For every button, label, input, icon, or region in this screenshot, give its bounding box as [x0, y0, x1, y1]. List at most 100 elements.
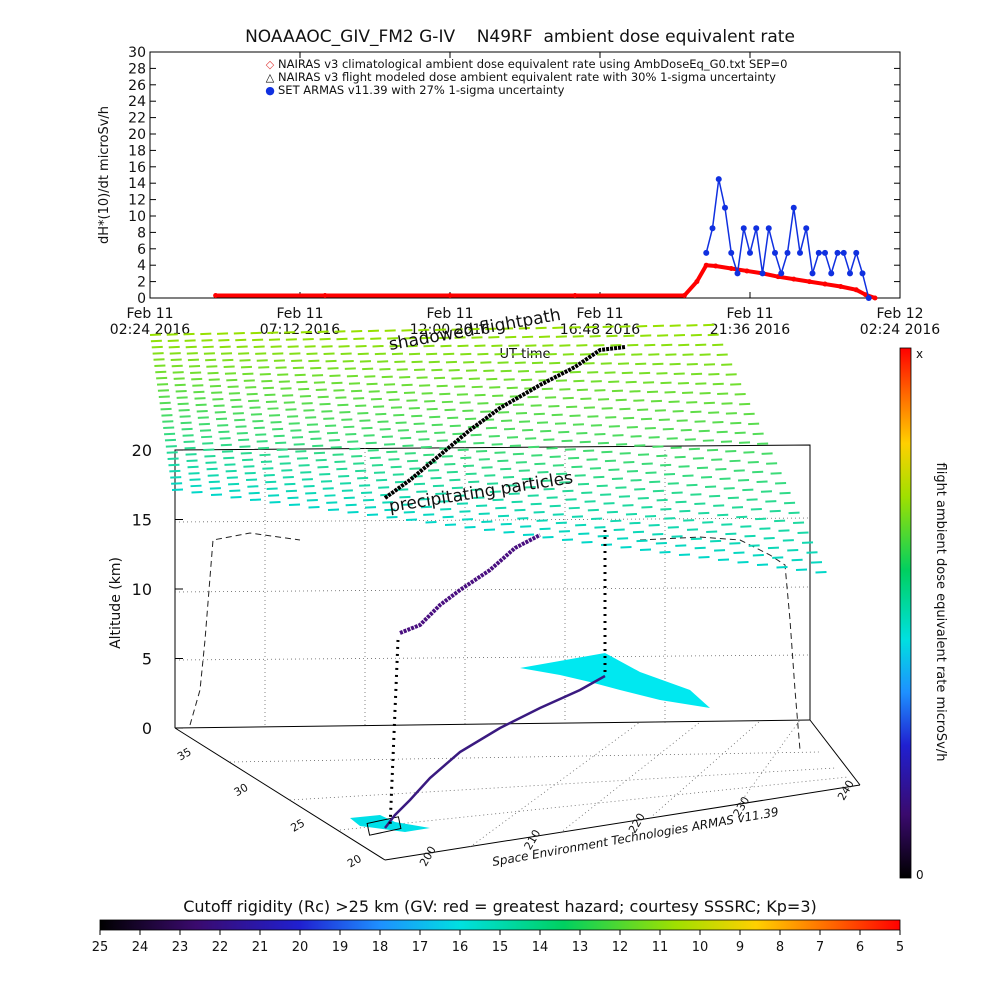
- particle-dash: [439, 392, 451, 396]
- particle-dash: [494, 451, 506, 454]
- particle-dash: [341, 489, 353, 492]
- particle-dash: [359, 419, 371, 422]
- particle-dash: [543, 438, 555, 441]
- particle-dash: [535, 370, 547, 373]
- particle-dash: [517, 517, 529, 520]
- particle-dash: [180, 421, 192, 425]
- particle-dash: [351, 454, 363, 458]
- particle-dash: [503, 427, 516, 431]
- particle-dash: [623, 334, 635, 338]
- particle-dash: [462, 409, 474, 412]
- particle-dash: [409, 467, 421, 470]
- particle-dash: [597, 534, 609, 538]
- particle-dash: [268, 338, 281, 341]
- rc-tick-label: 21: [252, 940, 269, 955]
- particle-dash: [488, 434, 500, 438]
- particle-dash: [451, 328, 463, 331]
- particle-dash: [545, 353, 557, 356]
- particle-dash: [725, 450, 737, 453]
- particle-dash: [401, 503, 413, 506]
- particle-dash: [362, 367, 374, 371]
- cutoff-rigidity-colorbar-block: Cutoff rigidity (Rc) >25 km (GV: red = g…: [92, 897, 904, 955]
- altitude-axis-label: Altitude (km): [108, 557, 124, 649]
- particle-dash: [208, 480, 220, 484]
- particle-dash: [161, 414, 173, 417]
- particle-dash: [208, 378, 220, 381]
- particle-dash: [746, 498, 758, 501]
- particle-dash: [306, 499, 318, 502]
- particle-dash: [474, 344, 486, 348]
- particle-dash: [649, 480, 661, 484]
- particle-dash: [319, 473, 331, 476]
- particle-dash: [306, 423, 318, 426]
- particle-dash: [327, 508, 340, 511]
- particle-dash: [287, 496, 299, 500]
- particle-dash: [637, 497, 649, 500]
- particle-dash: [411, 414, 423, 418]
- particle-dash: [328, 438, 340, 442]
- particle-dash: [757, 442, 769, 445]
- particle-dash: [227, 385, 239, 388]
- particle-dash: [618, 495, 631, 498]
- particle-dash: [310, 437, 322, 441]
- particle-dash: [554, 422, 567, 425]
- particle-dash: [359, 360, 371, 363]
- particle-dash: [556, 472, 568, 476]
- particle-dash: [326, 431, 339, 435]
- particle-dash: [505, 335, 517, 339]
- particle-dash: [644, 515, 657, 518]
- particle-dash: [197, 416, 209, 419]
- series-point: [784, 249, 791, 256]
- particle-dash: [308, 359, 320, 363]
- particle-dash: [667, 526, 679, 529]
- particle-dash: [675, 500, 687, 504]
- particle-dash: [236, 432, 248, 435]
- particle-dash: [443, 352, 455, 356]
- rc-tick-label: 11: [652, 940, 669, 955]
- particle-dash: [275, 441, 287, 445]
- particle-dash: [551, 413, 563, 417]
- particle-dash: [690, 410, 702, 414]
- particle-dash: [705, 485, 717, 488]
- particle-dash: [615, 486, 627, 489]
- particle-dash: [527, 494, 539, 497]
- particle-dash: [492, 394, 504, 397]
- particle-dash: [525, 437, 537, 440]
- particle-dash: [637, 453, 650, 456]
- particle-dash: [608, 468, 620, 472]
- particle-dash: [167, 339, 179, 343]
- series-point: [865, 295, 872, 301]
- particle-dash: [639, 371, 651, 375]
- particle-dash: [483, 528, 496, 531]
- particle-dash: [162, 420, 174, 423]
- particle-dash: [256, 440, 268, 443]
- particle-dash: [579, 440, 591, 444]
- particle-dash: [606, 510, 618, 514]
- particle-dash: [219, 437, 231, 440]
- particle-dash: [348, 382, 361, 385]
- particle-dash: [269, 501, 281, 504]
- particle-dash: [596, 484, 608, 488]
- particle-dash: [772, 556, 784, 559]
- particle-dash: [583, 362, 595, 365]
- particle-dash: [452, 432, 464, 436]
- series-point: [778, 270, 785, 277]
- particle-dash: [355, 469, 367, 473]
- series-point: [753, 225, 760, 232]
- series-point: [744, 268, 750, 274]
- particle-dash: [576, 388, 588, 392]
- particle-dash: [612, 434, 624, 437]
- particle-dash: [243, 465, 255, 468]
- particle-dash: [610, 519, 622, 523]
- particle-dash: [500, 467, 512, 471]
- particle-dash: [186, 459, 198, 462]
- particle-dash: [324, 494, 336, 497]
- particle-dash: [388, 398, 400, 402]
- particle-dash: [249, 498, 262, 501]
- particle-dash: [561, 439, 573, 443]
- particle-dash: [379, 428, 391, 431]
- particle-dash: [382, 501, 394, 504]
- particle-dash: [397, 429, 409, 432]
